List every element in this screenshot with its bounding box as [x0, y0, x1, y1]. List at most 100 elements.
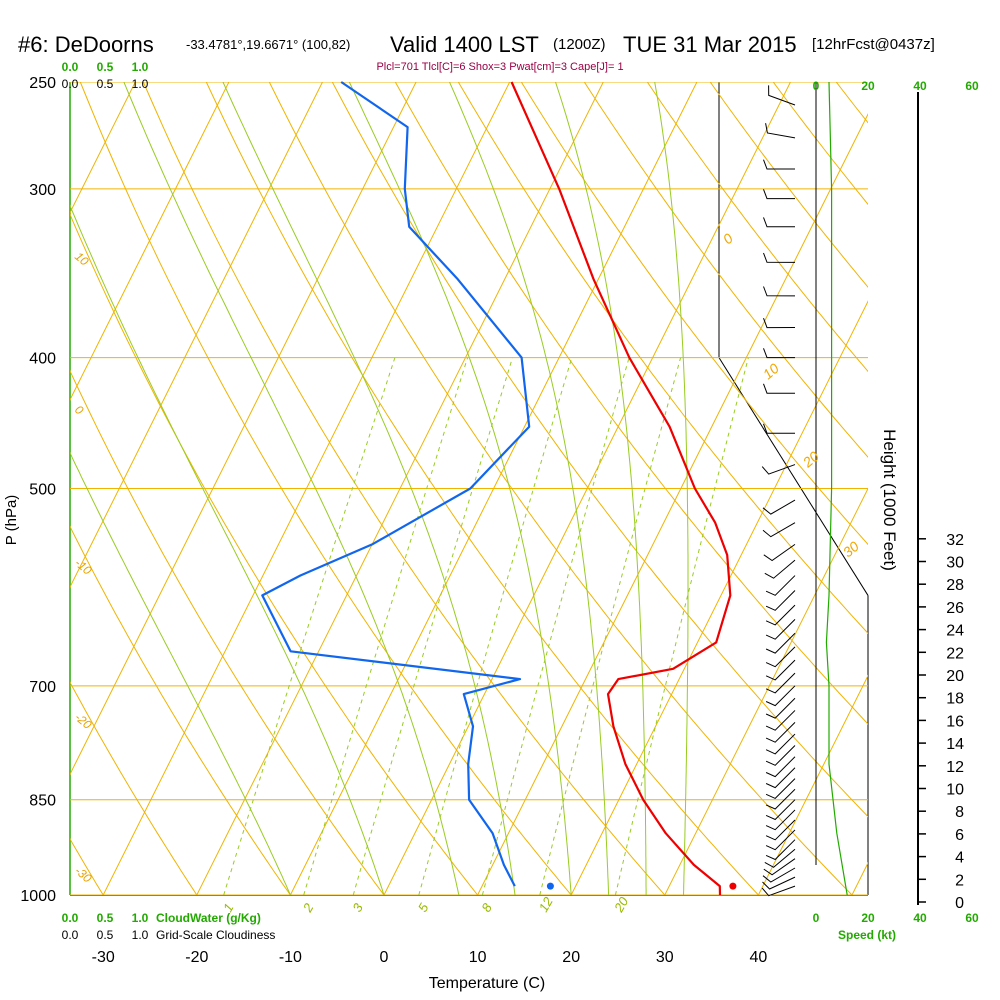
isotherm-line — [102, 82, 511, 895]
cloudiness-label: Grid-Scale Cloudiness — [156, 928, 275, 942]
mixing-ratio-line — [352, 357, 513, 895]
height-tick-label: 2 — [955, 872, 964, 889]
wind-barb — [765, 685, 796, 707]
temperature-tick-label: 30 — [656, 949, 674, 966]
dry-adiabat-line — [394, 82, 868, 725]
y-axis-label: P (hPa) — [3, 495, 20, 546]
profile-line — [510, 81, 732, 896]
wind-barb — [761, 885, 796, 897]
dry-adiabat-line — [70, 838, 104, 895]
mixing-ratio-line — [614, 357, 749, 895]
isotherm-line — [664, 487, 868, 895]
pressure-tick-label: 400 — [29, 351, 56, 368]
isotherm-line — [70, 82, 417, 776]
moist-adiabat-line — [70, 204, 385, 895]
dry-adiabat-line — [205, 82, 760, 895]
mixing-ratio-line — [539, 357, 682, 895]
dry-adiabat-line — [583, 82, 868, 458]
speed-tick-label-bottom: 0 — [813, 911, 820, 925]
moist-adiabat-line — [222, 82, 516, 895]
isotherm-line — [289, 82, 698, 895]
height-tick-label: 30 — [946, 555, 964, 572]
speed-tick-label-bottom: 40 — [913, 911, 927, 925]
dry-adiabat-line — [79, 82, 572, 895]
height-tick-label: 26 — [946, 600, 964, 617]
valid-time: Valid 1400 LST — [390, 32, 539, 57]
height-tick-label: 0 — [955, 895, 964, 912]
wind-barb — [762, 867, 796, 883]
height-tick-label: 4 — [955, 850, 964, 867]
height-tick-label: 10 — [946, 782, 964, 799]
moist-adiabat-line — [348, 82, 572, 895]
cloudiness-tick-bottom: 1.0 — [132, 928, 149, 942]
moist-adiabat-line — [448, 82, 610, 895]
wind-barb — [765, 722, 796, 743]
height-tick-label: 32 — [946, 532, 964, 549]
speed-tick-label-top: 20 — [861, 79, 875, 93]
speed-tick-label-top: 60 — [965, 79, 979, 93]
moist-adiabat-line — [70, 451, 291, 895]
dry-adiabat-line — [268, 82, 853, 895]
wind-barb — [765, 659, 796, 681]
wind-barb — [765, 619, 796, 640]
dry-adiabat-line — [70, 213, 479, 895]
wind-barb — [765, 788, 796, 810]
isotherm-line — [196, 82, 604, 895]
temperature-tick-label: -10 — [279, 949, 302, 966]
isotherm-line — [70, 82, 230, 401]
surface-temp-dot — [729, 882, 737, 890]
wind-barb — [762, 876, 796, 890]
cloudwater-tick-top: 0.5 — [97, 60, 114, 74]
moist-adiabat-lines — [70, 82, 689, 895]
wind-barb — [765, 590, 796, 611]
height-tick-label: 20 — [946, 668, 964, 685]
dry-adiabat-line — [70, 525, 292, 895]
station-title: #6: DeDoorns — [18, 32, 154, 57]
height-tick-label: 14 — [946, 736, 964, 753]
dry-adiabat-line — [70, 681, 198, 895]
wind-speed-line — [825, 81, 848, 896]
wind-barb — [765, 733, 796, 755]
speed-tick-label-top: 0 — [813, 79, 820, 93]
wind-barb — [765, 604, 796, 626]
surface-dewpoint-dot — [546, 882, 554, 890]
wind-barb — [762, 522, 796, 538]
cloudwater-tick-bottom: 0.5 — [97, 911, 114, 925]
pressure-tick-label: 850 — [29, 793, 56, 810]
cloudiness-tick-bottom: 0.5 — [97, 928, 114, 942]
wind-barb — [763, 159, 796, 170]
isotherm-line — [70, 82, 323, 589]
moist-adiabat-line — [654, 82, 689, 895]
wind-barb — [765, 778, 796, 799]
mixing-ratio-line — [481, 357, 630, 895]
wind-barb — [763, 348, 796, 359]
wind-barb — [765, 799, 796, 821]
wind-barb — [763, 286, 796, 297]
wind-barb — [763, 252, 796, 263]
wind-barb — [763, 858, 796, 876]
height-tick-label: 18 — [946, 691, 964, 708]
cloudiness-tick-top: 0.0 — [62, 77, 79, 91]
speed-tick-label-top: 40 — [913, 79, 927, 93]
pressure-tick-label: 1000 — [20, 888, 56, 905]
wind-barb — [763, 383, 796, 394]
wind-barb — [765, 745, 796, 766]
wind-barb — [765, 672, 796, 694]
moist-adiabat-line — [554, 82, 647, 895]
cloudwater-tick-bottom: 0.0 — [62, 911, 79, 925]
speed-axis-label: Speed (kt) — [838, 928, 896, 942]
wind-barb — [765, 756, 796, 778]
wind-barb — [763, 217, 796, 228]
wind-barb — [765, 809, 796, 831]
dry-adiabat-line — [520, 82, 868, 546]
wind-barb — [765, 839, 796, 861]
dry-adiabat-lines — [70, 82, 868, 895]
wind-barb — [765, 819, 796, 841]
cloudiness-tick-bottom: 0.0 — [62, 928, 79, 942]
forecast-info: [12hrFcst@0437z] — [812, 36, 935, 53]
height-tick-label: 24 — [946, 623, 964, 640]
stability-params: Plcl=701 Tlcl[C]=6 Shox=3 Pwat[cm]=3 Cap… — [376, 61, 623, 73]
dry-adiabat-line — [646, 82, 868, 373]
